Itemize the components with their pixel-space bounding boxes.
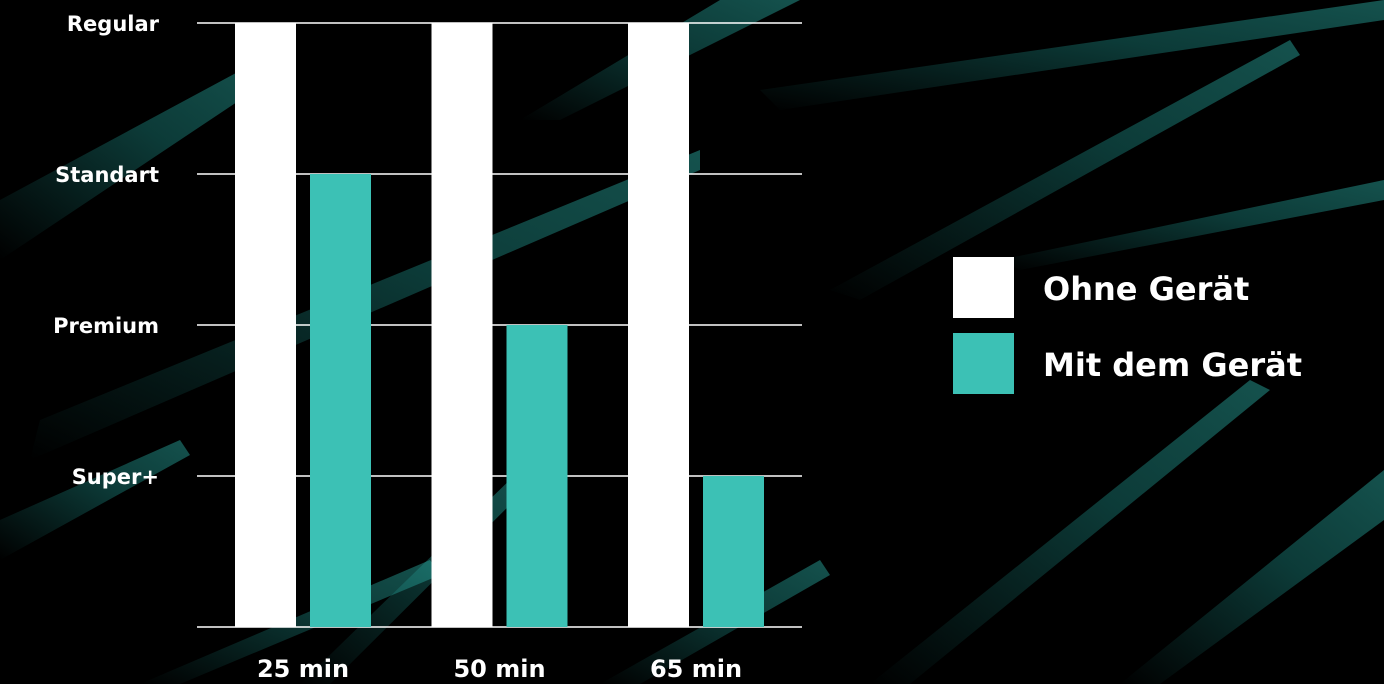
y-axis-labels: Super+ Premium Standart Regular — [53, 12, 160, 489]
legend-label: Ohne Gerät — [1043, 270, 1249, 308]
bar — [431, 23, 493, 627]
bar — [506, 325, 568, 627]
y-tick-label: Premium — [53, 314, 159, 338]
y-tick-label: Regular — [67, 12, 160, 36]
bar — [703, 476, 764, 627]
bars — [235, 23, 764, 627]
legend-swatch — [953, 333, 1014, 394]
bar — [628, 23, 689, 627]
x-axis-labels: 25 min 50 min 65 min — [257, 655, 742, 683]
bar — [235, 23, 296, 627]
x-tick-label: 50 min — [453, 655, 545, 683]
bar — [310, 174, 371, 627]
legend-label: Mit dem Gerät — [1043, 346, 1302, 384]
legend-swatch — [953, 257, 1014, 318]
y-tick-label: Super+ — [72, 465, 159, 489]
x-tick-label: 65 min — [650, 655, 742, 683]
legend: Ohne Gerät Mit dem Gerät — [953, 257, 1302, 394]
x-tick-label: 25 min — [257, 655, 349, 683]
gridlines — [197, 22, 802, 628]
y-tick-label: Standart — [55, 163, 159, 187]
